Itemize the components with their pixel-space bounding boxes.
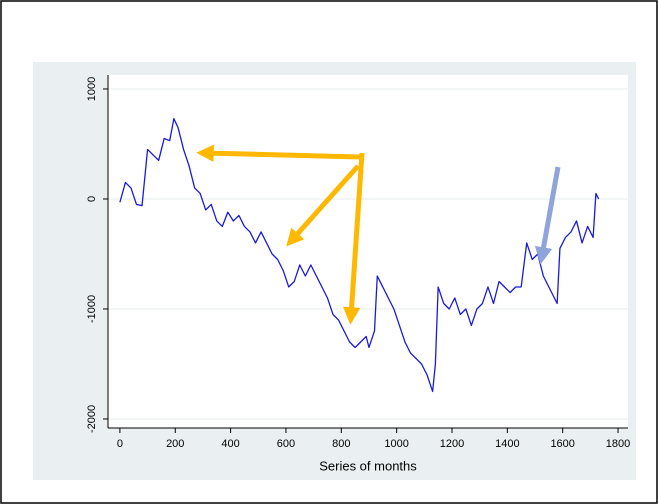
x-tick-label: 0 [117,438,123,450]
x-tick-label: 200 [166,438,184,450]
annotations [196,144,561,325]
y-tick-label: -1000 [86,295,98,323]
x-tick-label: 1200 [440,438,464,450]
arrow [534,166,561,265]
grid [108,88,628,420]
x-tick-label: 1000 [384,438,408,450]
x-tick-label: 400 [221,438,239,450]
arrow [342,152,365,325]
x-tick-label: 600 [277,438,295,450]
y-tick-label: -2000 [86,405,98,433]
x-tick-label: 1600 [550,438,574,450]
x-tick-label: 1800 [606,438,630,450]
x-tick-label: 800 [332,438,350,450]
x-axis-title: Series of months [319,458,417,473]
x-tick-label: 1400 [495,438,519,450]
lines [119,118,600,393]
arrow [196,144,361,162]
arrow [286,164,360,247]
y-tick-label: 0 [86,196,98,202]
data-line [119,118,600,393]
plot-region [108,75,628,428]
y-tick-label: 1000 [86,77,98,101]
